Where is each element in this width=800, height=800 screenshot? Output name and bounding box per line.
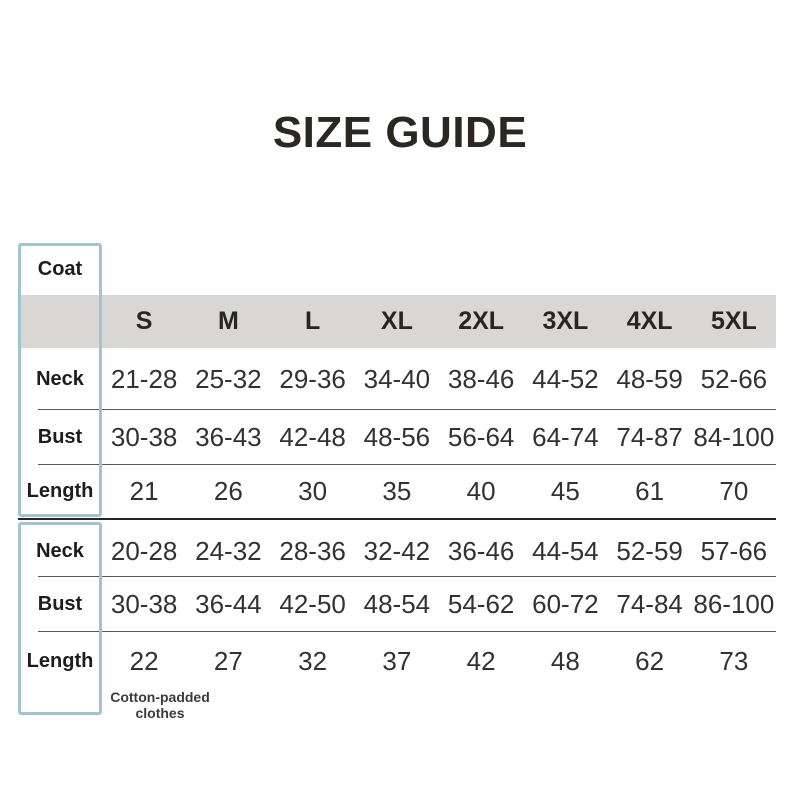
row-label: Neck: [36, 539, 84, 562]
row-label: Length: [26, 649, 94, 672]
cell-value: 21-28: [110, 363, 178, 394]
cell-value: 48: [550, 645, 580, 676]
cell-value: 45: [550, 476, 580, 506]
cell-value: 22: [129, 645, 159, 676]
cell-value: 48-54: [363, 589, 431, 619]
table-row-cotton-length: Length 22 27 32 37 42 48 62 73: [18, 632, 776, 690]
cell-value: 34-40: [363, 363, 431, 394]
cell-value: 42-48: [279, 422, 346, 452]
row-label: Length: [26, 480, 94, 502]
cell-value: 40: [466, 476, 496, 506]
cell-value: 60-72: [532, 589, 599, 619]
cell-value: 32: [298, 645, 328, 676]
cell-value: 26: [213, 476, 243, 506]
cell-value: 84-100: [693, 422, 775, 452]
cell-value: 30-38: [110, 589, 178, 619]
cell-value: 35: [382, 476, 412, 506]
cell-value: 37: [382, 645, 412, 676]
cell-value: 28-36: [279, 535, 346, 566]
size-header-3xl: 3XL: [542, 307, 589, 335]
cell-value: 62: [635, 645, 665, 676]
cell-value: 74-87: [616, 422, 683, 452]
cell-value: 54-62: [447, 589, 515, 619]
cell-value: 64-74: [532, 422, 599, 452]
size-header-s: S: [135, 307, 153, 335]
cell-value: 30: [298, 476, 328, 506]
row-label: Neck: [36, 367, 84, 390]
size-header-m: M: [217, 307, 239, 335]
size-header-l: L: [304, 307, 321, 335]
table-row-cotton-neck: Neck 20-28 24-32 28-36 32-42 36-46 44-54…: [18, 525, 776, 577]
cell-value: 86-100: [693, 589, 775, 619]
table-row-coat-neck: Neck 21-28 25-32 29-36 34-40 38-46 44-52…: [18, 348, 776, 410]
cell-value: 27: [213, 645, 243, 676]
table-row-coat-bust: Bust 30-38 36-43 42-48 48-56 56-64 64-74…: [18, 410, 776, 465]
cotton-section-footnote: Cotton-padded clothes: [110, 689, 210, 721]
cell-value: 52-59: [616, 535, 683, 566]
cell-value: 24-32: [195, 535, 262, 566]
cell-value: 56-64: [447, 422, 515, 452]
cell-value: 36-46: [447, 535, 515, 566]
cell-value: 30-38: [110, 422, 178, 452]
cell-value: 21: [129, 476, 159, 506]
cell-value: 61: [635, 476, 665, 506]
cell-value: 20-28: [110, 535, 178, 566]
cell-value: 38-46: [447, 363, 515, 394]
row-label: Bust: [37, 426, 83, 448]
section-divider-line: [18, 518, 776, 520]
cell-value: 74-84: [616, 589, 683, 619]
row-label: Bust: [37, 593, 83, 615]
cell-value: 48-56: [363, 422, 431, 452]
cell-value: 25-32: [195, 363, 262, 394]
size-header-xl: XL: [380, 307, 413, 335]
cell-value: 42-50: [279, 589, 346, 619]
cell-value: 73: [719, 645, 749, 676]
page-title: SIZE GUIDE: [272, 108, 528, 157]
cell-value: 42: [466, 645, 496, 676]
cell-value: 29-36: [279, 363, 346, 394]
cell-value: 36-43: [195, 422, 262, 452]
cell-value: 36-44: [195, 589, 262, 619]
cell-value: 48-59: [616, 363, 683, 394]
size-header-row: S M L XL 2XL 3XL 4XL 5XL: [18, 295, 776, 348]
size-table: Coat S M L XL 2XL 3XL 4XL 5XL Neck 21-28…: [18, 243, 776, 721]
cell-value: 44-54: [532, 535, 599, 566]
cell-value: 44-52: [532, 363, 599, 394]
size-header-5xl: 5XL: [710, 307, 757, 335]
corner-label-coat: Coat: [37, 257, 83, 280]
cell-value: 32-42: [363, 535, 431, 566]
table-row-cotton-bust: Bust 30-38 36-44 42-50 48-54 54-62 60-72…: [18, 577, 776, 632]
cell-value: 57-66: [700, 535, 768, 566]
cell-value: 52-66: [700, 363, 768, 394]
table-row-coat-length: Length 21 26 30 35 40 45 61 70: [18, 465, 776, 518]
coat-corner-row: Coat: [18, 243, 776, 295]
size-header-4xl: 4XL: [626, 307, 673, 335]
cell-value: 70: [719, 476, 749, 506]
size-header-2xl: 2XL: [458, 307, 505, 335]
